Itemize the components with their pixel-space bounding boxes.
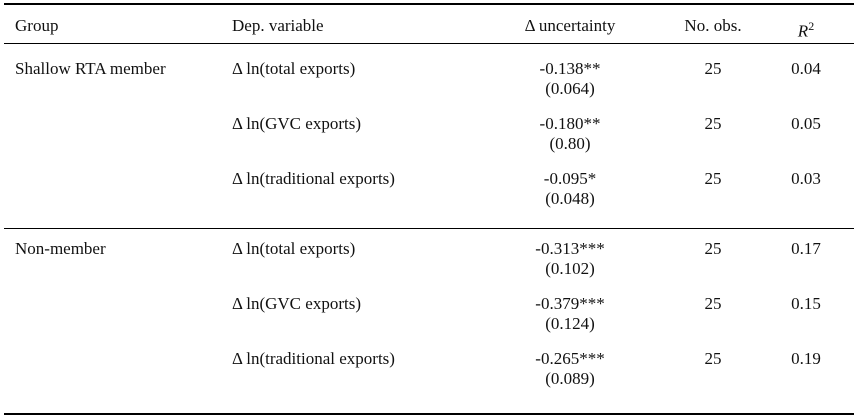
- cell-coef: -0.180**: [539, 114, 601, 133]
- cell-coef: -0.138**: [539, 59, 601, 78]
- top-rule: [4, 3, 854, 5]
- header-no-obs: No. obs.: [684, 16, 742, 35]
- cell-se: (0.048): [545, 189, 595, 208]
- cell-coef: -0.095*: [543, 169, 597, 188]
- cell-r2: 0.03: [791, 169, 821, 188]
- cell-obs: 25: [704, 239, 722, 258]
- header-delta-uncertainty: Δ uncertainty: [524, 16, 616, 35]
- bottom-rule: [4, 413, 854, 415]
- cell-dep-var: Δ ln(total exports): [232, 59, 356, 78]
- cell-r2: 0.05: [791, 114, 821, 133]
- cell-coef: -0.265***: [535, 349, 605, 368]
- cell-dep-var: Δ ln(GVC exports): [232, 114, 361, 133]
- cell-se: (0.089): [545, 369, 595, 388]
- cell-dep-var: Δ ln(total exports): [232, 239, 356, 258]
- cell-coef: -0.313***: [535, 239, 605, 258]
- cell-obs: 25: [704, 349, 722, 368]
- cell-obs: 25: [704, 59, 722, 78]
- cell-obs: 25: [704, 114, 722, 133]
- r2-superscript: 2: [808, 19, 815, 33]
- cell-r2: 0.04: [791, 59, 821, 78]
- cell-obs: 25: [704, 294, 722, 313]
- cell-dep-var: Δ ln(traditional exports): [232, 169, 395, 188]
- cell-dep-var: Δ ln(GVC exports): [232, 294, 361, 313]
- header-r-squared: R2: [798, 16, 814, 42]
- cell-obs: 25: [704, 169, 722, 188]
- cell-group: Shallow RTA member: [15, 59, 166, 78]
- cell-dep-var: Δ ln(traditional exports): [232, 349, 395, 368]
- cell-se: (0.064): [545, 79, 595, 98]
- cell-group: Non-member: [15, 239, 106, 258]
- cell-se: (0.102): [545, 259, 595, 278]
- cell-se: (0.80): [549, 134, 591, 153]
- cell-coef: -0.379***: [535, 294, 605, 313]
- header-dep-variable: Dep. variable: [232, 16, 324, 35]
- cell-r2: 0.19: [791, 349, 821, 368]
- cell-se: (0.124): [545, 314, 595, 333]
- section-rule: [4, 228, 854, 229]
- cell-r2: 0.17: [791, 239, 821, 258]
- r2-label: R: [797, 21, 809, 41]
- header-rule: [4, 43, 854, 44]
- cell-r2: 0.15: [791, 294, 821, 313]
- header-group: Group: [15, 16, 59, 35]
